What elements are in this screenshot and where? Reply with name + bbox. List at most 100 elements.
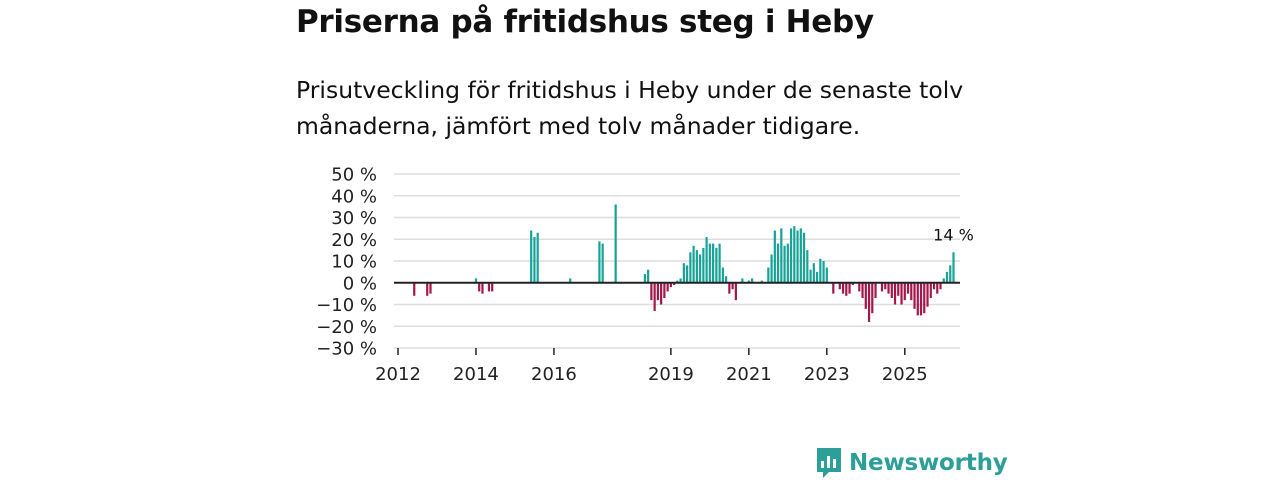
bar [773, 230, 776, 283]
bar [533, 237, 536, 283]
bar [666, 282, 669, 292]
bar [715, 247, 718, 283]
bar [932, 282, 936, 290]
bar [929, 282, 932, 298]
bar [731, 282, 734, 290]
axes [394, 281, 960, 355]
bars [413, 204, 955, 322]
x-tick-label: 2016 [531, 364, 577, 385]
bar [760, 280, 763, 283]
bar [643, 274, 646, 283]
bar [799, 228, 802, 283]
bar [783, 245, 786, 283]
bar [426, 282, 429, 296]
bar [598, 241, 601, 283]
x-tick-label: 2019 [648, 364, 694, 385]
bar [923, 282, 926, 314]
bar [815, 271, 819, 283]
bar [874, 282, 877, 298]
bar [653, 282, 656, 312]
bar [474, 278, 478, 283]
bar [926, 282, 929, 307]
bar [702, 247, 705, 283]
bar [806, 250, 809, 283]
bar [712, 243, 715, 283]
bar [689, 252, 692, 283]
y-tick-label: −30 % [316, 339, 377, 360]
bar [832, 282, 835, 294]
y-tick-label: 30 % [331, 208, 377, 229]
bar [822, 261, 825, 283]
x-tick-label: 2021 [726, 364, 772, 385]
bar [481, 282, 484, 294]
bar [939, 282, 942, 290]
bar [793, 226, 796, 283]
bar [767, 267, 770, 283]
bar [890, 282, 893, 298]
bar [906, 282, 910, 294]
bar [819, 258, 822, 283]
bar [897, 282, 900, 296]
bar [718, 243, 721, 283]
y-tick-label: −10 % [316, 295, 377, 316]
bar [861, 282, 864, 298]
bar [429, 282, 432, 294]
x-tick-label: 2023 [804, 364, 850, 385]
bar [786, 243, 789, 283]
y-tick-label: 40 % [331, 186, 377, 207]
bar [952, 252, 955, 283]
bar [780, 228, 783, 283]
bar [647, 269, 650, 283]
bar [747, 280, 750, 283]
bar [491, 282, 494, 292]
bar [679, 278, 682, 283]
bar [741, 278, 744, 283]
bar [770, 254, 773, 283]
bar [884, 282, 887, 290]
bar [686, 265, 689, 283]
y-tick-label: 0 % [343, 273, 377, 294]
bar [919, 282, 923, 316]
bar [663, 282, 666, 298]
bar [569, 278, 572, 283]
bar [945, 271, 949, 283]
bar [478, 282, 481, 292]
bar [776, 243, 780, 283]
y-tick-label: 20 % [331, 230, 377, 251]
bar [880, 282, 884, 292]
bar [812, 263, 815, 283]
bar [809, 269, 812, 283]
bar [708, 243, 711, 283]
bar [734, 282, 737, 301]
bar [858, 282, 861, 292]
brand-name: Newsworthy [849, 450, 1008, 476]
bar [887, 282, 890, 294]
bar [705, 237, 708, 283]
bar [601, 243, 604, 283]
bar [692, 245, 695, 283]
bar [851, 282, 854, 285]
chart-title: Priserna på fritidshus steg i Heby [296, 4, 874, 40]
bar [903, 282, 906, 301]
last-value-annotation: 14 % [933, 225, 974, 244]
bar [673, 282, 676, 285]
bar [802, 232, 806, 283]
bar [660, 282, 663, 305]
bar [650, 282, 653, 301]
bar [614, 204, 617, 283]
bar [913, 282, 916, 309]
newsworthy-logo[interactable]: Newsworthy [815, 446, 1008, 480]
bar [789, 228, 793, 283]
bar [867, 282, 871, 322]
bar [413, 282, 416, 296]
bar [695, 250, 698, 283]
chart-subtitle: Prisutveckling för fritidshus i Heby und… [296, 76, 964, 140]
bar [796, 230, 799, 283]
bar [676, 280, 679, 283]
y-tick-label: 10 % [331, 252, 377, 273]
bar [536, 232, 539, 283]
bar [936, 282, 939, 294]
bar [699, 254, 702, 283]
bar [864, 282, 867, 309]
